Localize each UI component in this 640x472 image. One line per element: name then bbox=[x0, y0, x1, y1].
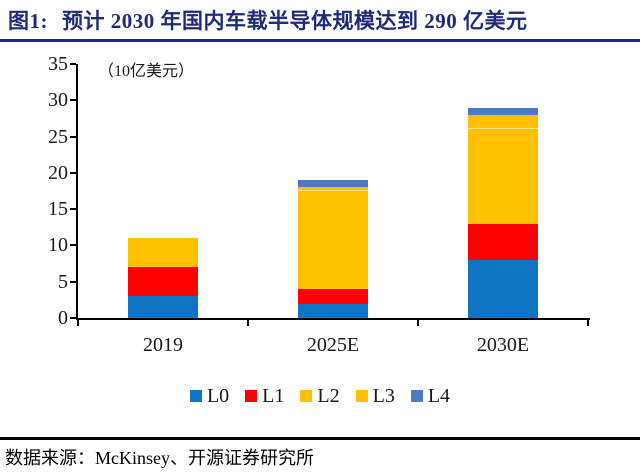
y-axis-tick-15 bbox=[70, 208, 76, 211]
figure-title: 预计 2030 年国内车载半导体规模达到 290 亿美元 bbox=[62, 9, 528, 33]
y-axis-tick-20 bbox=[70, 171, 76, 174]
y-axis-tick-10 bbox=[70, 244, 76, 247]
y-axis-tick-25 bbox=[70, 135, 76, 138]
x-axis-tick bbox=[417, 320, 419, 326]
bar-segment-L0-2030E bbox=[468, 259, 538, 318]
bar-segment-L1-2025E bbox=[298, 289, 368, 304]
legend-swatch-L0 bbox=[189, 390, 202, 402]
bar-segment-L1-2030E bbox=[468, 223, 538, 260]
x-axis-tick bbox=[247, 320, 249, 326]
y-axis-tick-label-0: 0 bbox=[58, 307, 68, 329]
x-axis-line bbox=[76, 318, 590, 320]
y-axis-tick-label-25: 25 bbox=[48, 125, 68, 148]
legend-label-L2: L2 bbox=[317, 384, 340, 407]
x-axis-category-label-2030E: 2030E bbox=[476, 334, 530, 356]
legend-label-L1: L1 bbox=[262, 384, 285, 407]
y-axis-tick-0 bbox=[70, 317, 76, 319]
y-axis-unit-label: （10亿美元） bbox=[98, 63, 195, 80]
legend-item-L3: L3 bbox=[355, 384, 395, 408]
y-axis-line bbox=[76, 64, 78, 320]
legend-item-L2: L2 bbox=[300, 384, 340, 408]
y-axis-tick-5 bbox=[70, 280, 76, 283]
legend-swatch-L2 bbox=[300, 390, 313, 402]
bar-segment-L4-2030E bbox=[468, 107, 538, 115]
legend-item-L4: L4 bbox=[410, 384, 451, 408]
figure-number-label: 图1: bbox=[8, 9, 48, 33]
bar-segment-L0-2025E bbox=[298, 303, 368, 318]
legend-item-L0: L0 bbox=[189, 384, 230, 408]
bar-segment-L2-2019 bbox=[128, 238, 198, 268]
legend-label-L4: L4 bbox=[427, 384, 451, 407]
x-axis-tick bbox=[77, 320, 79, 326]
bar-segment-L0-2019 bbox=[128, 296, 198, 318]
legend-swatch-L1 bbox=[245, 390, 258, 402]
y-axis-tick-label-15: 15 bbox=[48, 198, 68, 221]
title-underline bbox=[0, 39, 640, 42]
legend-label-L3: L3 bbox=[372, 384, 395, 407]
bar-segment-L4-2025E bbox=[298, 180, 368, 188]
stacked-bar-chart: （10亿美元） 0 5 10 15 20 25 30 35 2019 2025E 2030E bbox=[48, 53, 590, 356]
y-axis-tick-label-30: 30 bbox=[48, 89, 68, 112]
x-axis-category-label-2025E: 2025E bbox=[306, 334, 360, 356]
y-axis-tick-35 bbox=[70, 63, 76, 65]
legend-swatch-L4 bbox=[410, 390, 423, 402]
x-axis-tick bbox=[587, 320, 589, 326]
bar-segment-L2-2025E bbox=[298, 191, 368, 289]
x-axis-category-label-2019: 2019 bbox=[143, 334, 183, 356]
legend-swatch-L3 bbox=[355, 390, 368, 402]
bar-segment-L1-2019 bbox=[128, 267, 198, 297]
legend-label-L0: L0 bbox=[206, 384, 230, 407]
data-source-text: 数据来源：McKinsey、开源证券研究所 bbox=[5, 448, 314, 468]
y-axis-tick-label-20: 20 bbox=[48, 161, 68, 184]
y-axis-tick-label-10: 10 bbox=[48, 234, 68, 257]
figure-title-row: 图1: 预计 2030 年国内车载半导体规模达到 290 亿美元 bbox=[8, 5, 528, 35]
y-axis-tick-label-35: 35 bbox=[48, 53, 68, 75]
bar-segment-L3-2030E bbox=[468, 114, 538, 130]
bar-segment-L2-2030E bbox=[468, 129, 538, 224]
source-divider-line bbox=[0, 437, 640, 440]
bar-segment-L3-2025E bbox=[298, 187, 368, 191]
chart-legend: L0 L1 L2 L3 L4 bbox=[0, 383, 640, 409]
legend-item-L1: L1 bbox=[245, 385, 284, 408]
y-axis-tick-label-5: 5 bbox=[58, 270, 68, 293]
y-axis-tick-30 bbox=[70, 99, 76, 102]
